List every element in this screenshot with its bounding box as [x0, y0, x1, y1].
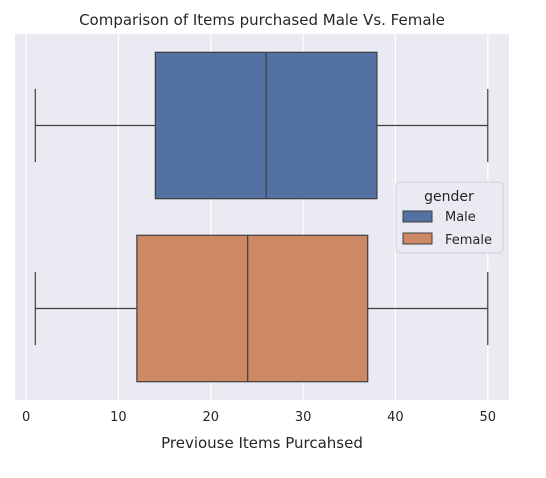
x-tick-label: 0 [22, 410, 30, 425]
box-group [34, 51, 489, 383]
box-female [34, 234, 489, 383]
legend-swatch-male [402, 210, 433, 223]
x-axis-ticks: 0 10 20 30 40 50 [22, 410, 496, 425]
legend-title: gender [424, 189, 474, 205]
box-male [34, 51, 489, 200]
x-tick-label: 40 [387, 410, 404, 425]
legend-label-male: Male [445, 210, 476, 225]
x-tick-label: 20 [202, 410, 219, 425]
chart-title: Comparison of Items purchased Male Vs. F… [79, 11, 445, 29]
x-tick-label: 30 [295, 410, 312, 425]
legend-label-female: Female [445, 233, 492, 248]
x-tick-label: 50 [479, 410, 496, 425]
x-axis-label: Previouse Items Purcahsed [161, 434, 363, 452]
x-tick-label: 10 [110, 410, 127, 425]
legend: gender Male Female [395, 181, 504, 254]
iqr-box-female [136, 234, 369, 383]
legend-swatch-female [402, 232, 433, 245]
